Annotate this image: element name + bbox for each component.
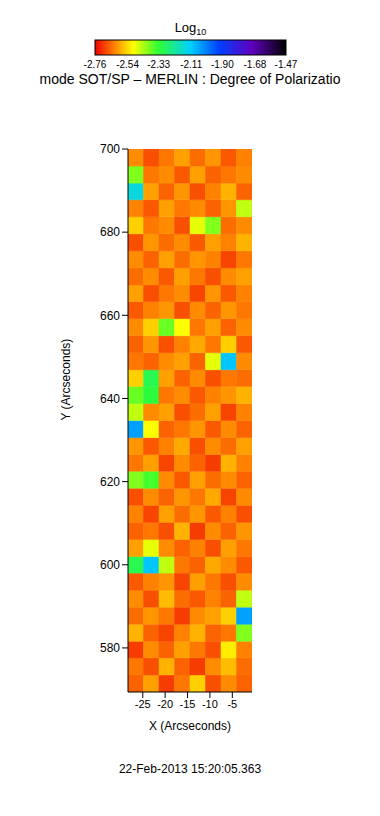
- svg-text:-2.76: -2.76: [84, 59, 107, 70]
- svg-text:-5: -5: [227, 698, 237, 710]
- svg-text:-10: -10: [202, 698, 218, 710]
- svg-text:Log10: Log10: [175, 20, 207, 37]
- svg-text:-25: -25: [135, 698, 151, 710]
- svg-text:640: 640: [100, 392, 120, 406]
- svg-text:-1.68: -1.68: [244, 59, 267, 70]
- svg-text:Y (Arcseconds): Y (Arcseconds): [59, 339, 73, 421]
- html-text:22-Feb-2013 15:20:05.363: 22-Feb-2013 15:20:05.363: [118, 762, 262, 776]
- svg-text:-15: -15: [180, 698, 196, 710]
- svg-text:660: 660: [100, 309, 120, 323]
- svg-text:-2.33: -2.33: [147, 59, 170, 70]
- svg-text:-1.90: -1.90: [211, 59, 234, 70]
- svg-text:mode SOT/SP – MERLIN : Degree: mode SOT/SP – MERLIN : Degree of Polariz…: [40, 71, 341, 87]
- svg-text:620: 620: [100, 475, 120, 489]
- svg-text:600: 600: [100, 558, 120, 572]
- svg-text:700: 700: [100, 142, 120, 156]
- svg-text:-20: -20: [157, 698, 173, 710]
- svg-text:X (Arcseconds): X (Arcseconds): [149, 719, 231, 733]
- svg-text:-1.47: -1.47: [275, 59, 298, 70]
- svg-text:680: 680: [100, 225, 120, 239]
- svg-text:-2.54: -2.54: [116, 59, 139, 70]
- svg-text:580: 580: [100, 641, 120, 655]
- svg-text:-2.11: -2.11: [180, 59, 202, 70]
